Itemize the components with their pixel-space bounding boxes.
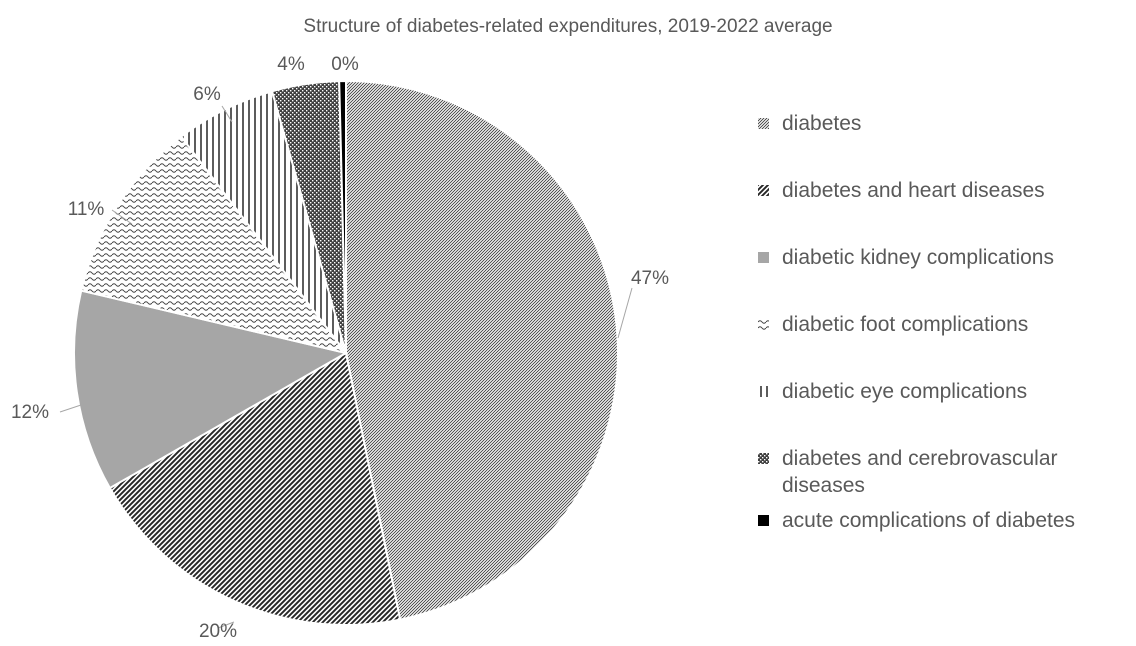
leader-line-diabetes-and-heart-diseases — [217, 621, 235, 629]
legend-item-acute-complications-of-diabetes: acute complications of diabetes — [758, 507, 1128, 534]
legend-item-diabetes: diabetes — [758, 110, 1128, 137]
legend-swatch-diabetic-kidney-complications — [758, 252, 769, 263]
data-label-diabetes: 47% — [631, 268, 669, 289]
legend-label-line: diabetic eye complications — [782, 380, 1028, 403]
pie-slice-diabetic-foot-complications — [80, 135, 349, 355]
legend-label-line: diabetic foot complications — [782, 313, 1029, 336]
legend-swatch-diabetes-and-cerebrovascular-diseases — [758, 453, 769, 464]
legend-item-diabetic-kidney-complications: diabetic kidney complications — [758, 244, 1128, 271]
leader-line-diabetic-foot-complications — [111, 209, 133, 225]
legend-label-line: diabetes — [782, 112, 862, 135]
data-label-diabetic-kidney-complications: 12% — [11, 402, 49, 423]
leader-line-diabetic-kidney-complications — [59, 403, 85, 413]
pie-slice-diabetes-and-heart-diseases — [108, 351, 402, 626]
legend-swatch-acute-complications-of-diabetes — [758, 515, 769, 526]
legend-item-diabetic-eye-complications: diabetic eye complications — [758, 378, 1128, 405]
data-label-diabetes-and-heart-diseases: 20% — [199, 621, 237, 642]
slice-labels: 47% 20% 12% 11% 6% 4% 0% — [11, 54, 669, 642]
legend-item-diabetes-and-cerebrovascular-diseases: diabetes and cerebrovascular diseases — [758, 445, 1128, 499]
legend-item-diabetes-and-heart-diseases: diabetes and heart diseases — [758, 177, 1128, 204]
legend-swatch-diabetes — [758, 118, 769, 129]
data-label-diabetic-eye-complications: 6% — [193, 84, 221, 105]
legend-label-line: diabetes and heart diseases — [782, 179, 1045, 202]
legend-label-line: diabetes and cerebrovascular — [782, 447, 1058, 470]
leader-lines — [59, 105, 633, 629]
legend-label-line: diabetic kidney complications — [782, 246, 1054, 269]
pie-slice-acute-complications-of-diabetes — [338, 79, 347, 354]
pie-slice-diabetes — [345, 79, 619, 621]
data-label-acute-complications-of-diabetes: 0% — [331, 54, 359, 75]
legend-swatch-diabetic-foot-complications — [758, 319, 769, 330]
data-label-diabetes-and-cerebrovascular-diseases: 4% — [277, 54, 305, 75]
pie-slices — [73, 79, 619, 626]
leader-line-diabetes — [617, 287, 633, 339]
legend-swatch-diabetes-and-heart-diseases — [758, 185, 769, 196]
legend-label-line: diseases — [782, 474, 865, 497]
legend-label-line: acute complications of diabetes — [782, 509, 1076, 532]
pie-slice-diabetic-kidney-complications — [73, 289, 349, 490]
chart-title: Structure of diabetes-related expenditur… — [303, 16, 833, 37]
data-label-diabetic-foot-complications: 11% — [68, 199, 105, 220]
legend: diabetes diabetes and heart diseases diabe… — [758, 110, 1128, 534]
legend-swatch-diabetic-eye-complications — [758, 386, 769, 397]
leader-line-diabetic-eye-complications — [221, 105, 233, 123]
legend-item-diabetic-foot-complications: diabetic foot complications — [758, 311, 1128, 338]
